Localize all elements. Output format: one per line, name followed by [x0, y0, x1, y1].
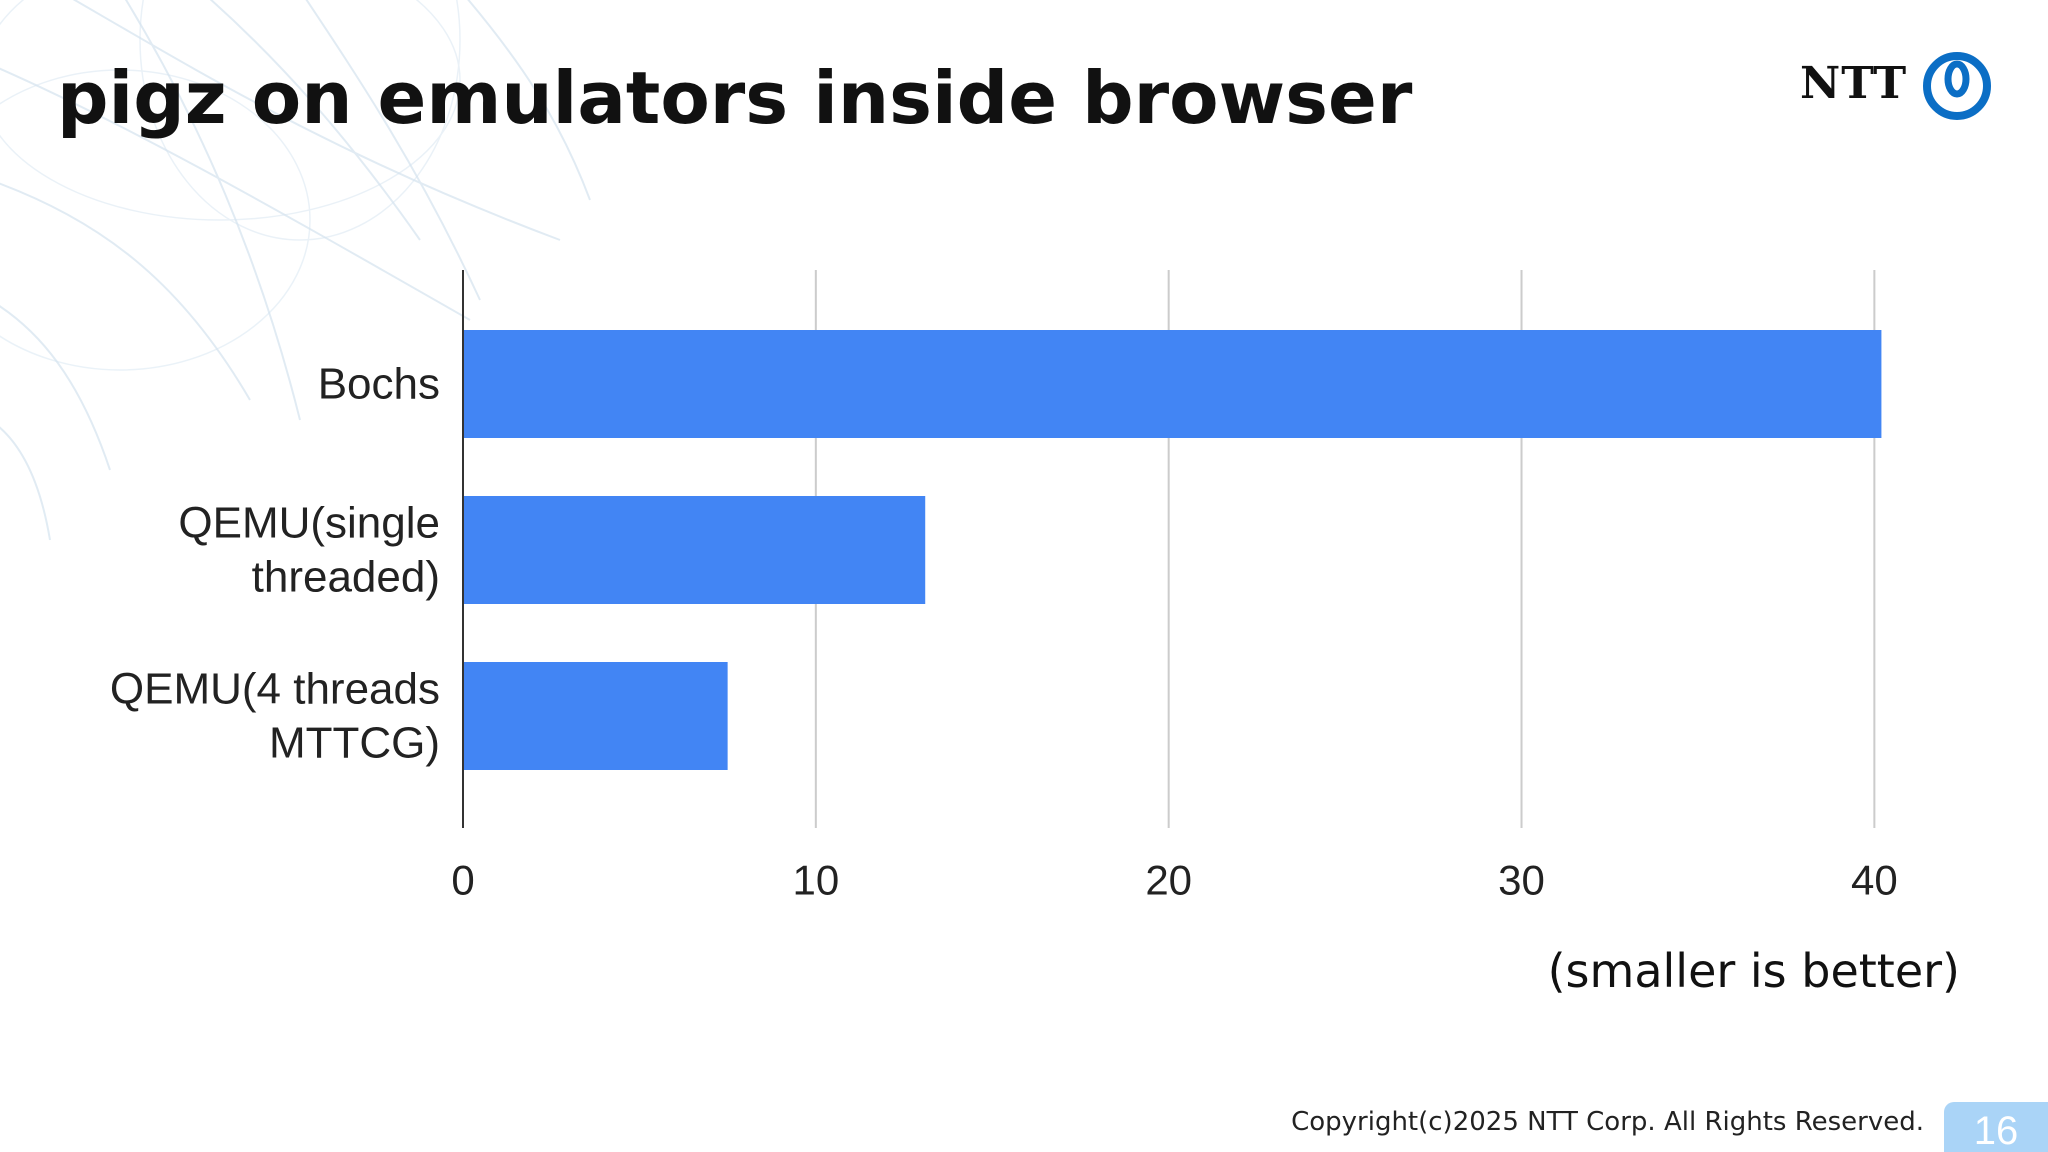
category-label: MTTCG)	[269, 719, 440, 768]
chart-note: (smaller is better)	[1547, 944, 1960, 998]
bar	[463, 662, 728, 770]
x-tick-label: 20	[1145, 857, 1192, 904]
page-number-badge: 16	[1944, 1102, 2048, 1152]
x-tick-label: 0	[451, 857, 474, 904]
category-label: threaded)	[252, 553, 440, 602]
category-label: QEMU(single	[178, 499, 440, 548]
bar	[463, 330, 1882, 438]
x-tick-label: 30	[1498, 857, 1545, 904]
ntt-logo-mark-icon	[1923, 52, 1991, 120]
x-tick-label: 40	[1851, 857, 1898, 904]
category-label: Bochs	[318, 360, 440, 409]
copyright-footer: Copyright(c)2025 NTT Corp. All Rights Re…	[1291, 1107, 1924, 1137]
ntt-logo-text: NTT	[1800, 58, 1908, 109]
x-tick-label: 10	[792, 857, 839, 904]
category-label: QEMU(4 threads	[110, 665, 440, 714]
ntt-logo: NTT	[1800, 50, 1996, 124]
page-number: 16	[1973, 1109, 2019, 1152]
bar	[463, 496, 926, 604]
slide-title: pigz on emulators inside browser	[57, 56, 1413, 140]
background-globe-decoration	[0, 0, 591, 541]
